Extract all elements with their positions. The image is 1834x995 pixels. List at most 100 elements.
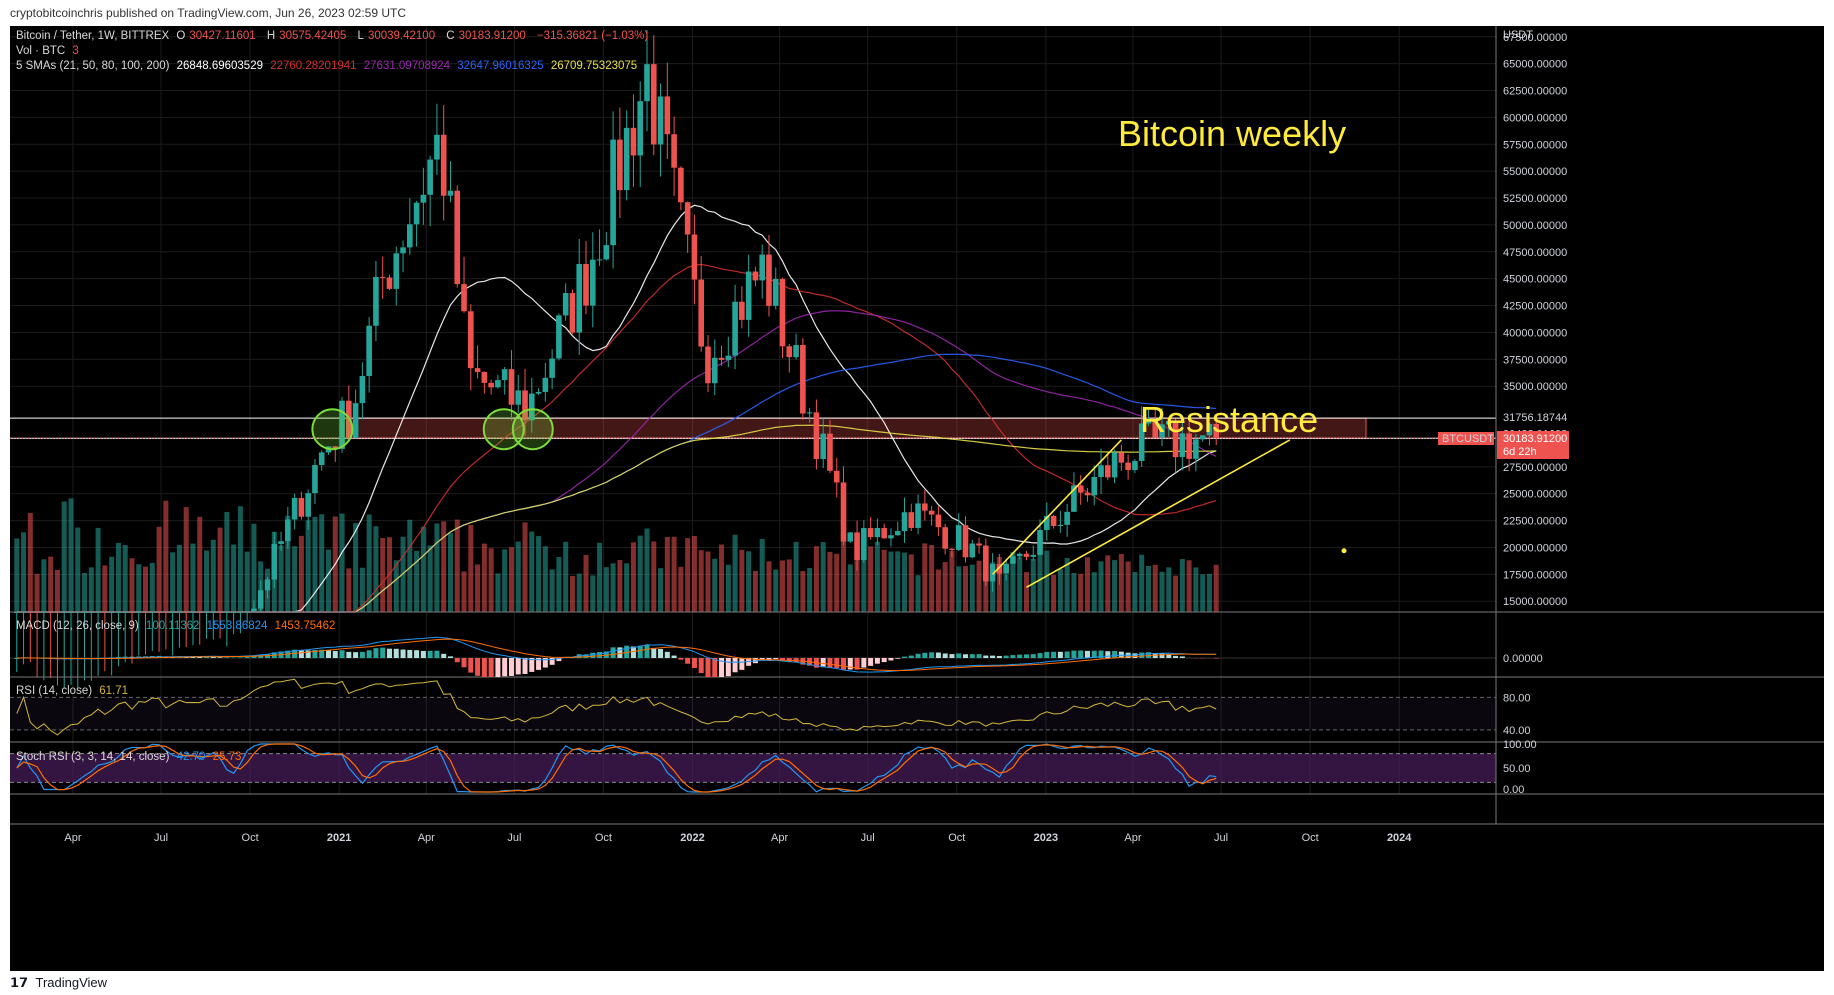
- macd-signal-line: [16, 638, 1217, 672]
- volume-bar: [719, 544, 725, 612]
- volume-bar: [942, 562, 948, 612]
- macd-hist-bar: [420, 650, 426, 658]
- volume-bar: [183, 507, 189, 612]
- volume-bar: [1064, 557, 1070, 612]
- candle-body: [867, 528, 874, 538]
- volume-bar: [170, 552, 176, 612]
- volume-bar: [285, 515, 291, 612]
- chart-area[interactable]: Bitcoin weekly Resistance USDT 67500.00000…: [10, 26, 1824, 971]
- volume-bar: [732, 534, 738, 612]
- candle-body: [759, 254, 765, 281]
- macd-hist-bar: [990, 655, 996, 658]
- publish-header: cryptobitcoinchris published on TradingV…: [10, 6, 407, 20]
- candle-body: [1152, 420, 1159, 438]
- macd-hist-bar: [834, 658, 840, 668]
- volume-bar: [319, 514, 325, 612]
- candle-body: [928, 510, 935, 515]
- volume-bar: [122, 545, 128, 612]
- macd-hist-bar: [1051, 651, 1057, 658]
- candle-body: [650, 64, 657, 145]
- volume-bar: [1118, 553, 1124, 612]
- macd-hist-bar: [942, 653, 948, 658]
- macd-hist-bar: [732, 658, 738, 673]
- volume-bar: [1173, 575, 1179, 612]
- volume-bar: [237, 506, 243, 612]
- macd-hist-bar: [888, 658, 894, 661]
- chart-svg[interactable]: Bitcoin weekly Resistance USDT67500.00000…: [10, 26, 1824, 971]
- macd-hist-bar: [1023, 654, 1029, 658]
- candle-body: [1199, 435, 1206, 440]
- candle-body: [508, 369, 515, 405]
- volume-bar: [75, 527, 81, 612]
- volume-bar: [149, 562, 155, 612]
- candle-body: [637, 101, 644, 156]
- candle-body: [583, 263, 589, 306]
- candle-body: [569, 293, 576, 333]
- volume-bar: [624, 563, 630, 612]
- macd-hist-bar: [332, 650, 338, 658]
- level-top-bg: [1497, 411, 1557, 425]
- volume-bar: [82, 573, 88, 612]
- volume-bar: [1200, 574, 1206, 612]
- volume-bar: [698, 550, 704, 612]
- macd-hist-bar: [454, 658, 460, 663]
- candle-body: [481, 371, 488, 383]
- volume-bar: [976, 560, 982, 612]
- volume-bar: [224, 512, 230, 612]
- macd-hist-bar: [427, 650, 433, 658]
- stoch-d-line: [16, 743, 1217, 793]
- channel-lower-line: [1026, 439, 1291, 588]
- volume-bar: [1030, 558, 1036, 612]
- volume-bar: [495, 573, 501, 612]
- candle-body: [535, 391, 542, 394]
- macd-hist-bar: [969, 654, 975, 658]
- candle-body: [427, 159, 433, 195]
- volume-bar: [752, 570, 758, 612]
- volume-bar: [197, 516, 203, 612]
- price-tick-label: 65000.00000: [1503, 59, 1567, 71]
- sma200-line: [16, 424, 1217, 613]
- volume-bar: [949, 551, 955, 612]
- candle-body: [589, 259, 596, 306]
- volume-bar: [21, 532, 27, 612]
- volume-bar: [176, 545, 182, 612]
- candle-body: [264, 579, 271, 591]
- price-tick-label: 25000.00000: [1503, 489, 1567, 501]
- volume-bar: [88, 567, 94, 612]
- volume-bar: [691, 535, 697, 612]
- macd-hist-bar: [847, 658, 853, 670]
- volume-bar: [1132, 571, 1138, 612]
- candle-body: [1023, 553, 1030, 557]
- candle-body: [440, 134, 447, 196]
- candle-body: [833, 470, 840, 483]
- volume-bar: [380, 537, 386, 612]
- macd-hist-bar: [841, 658, 847, 670]
- candle-body: [420, 194, 427, 203]
- volume-bar: [576, 573, 582, 612]
- rsi-tick-label: 40.00: [1503, 725, 1531, 737]
- macd-hist-bar: [766, 658, 772, 661]
- volume-bar: [644, 528, 650, 612]
- macd-hist-bar: [1071, 650, 1077, 658]
- candle-body: [1003, 563, 1009, 574]
- macd-hist-bar: [664, 651, 670, 658]
- candle-body: [827, 433, 833, 471]
- footer-brand[interactable]: TradingView: [35, 975, 108, 990]
- volume-bar: [156, 526, 162, 612]
- sma80-line: [16, 310, 1217, 613]
- rsi-tick-label: 80.00: [1503, 692, 1531, 704]
- macd-hist-bar: [874, 658, 880, 664]
- candle-body: [576, 263, 583, 333]
- candle-body: [739, 301, 745, 320]
- indicator-panes: [10, 611, 1824, 795]
- macd-hist-bar: [1064, 651, 1070, 658]
- volume-bar: [298, 535, 304, 612]
- candle-body: [312, 465, 318, 494]
- legend-sma-row: 5 SMAs (21, 50, 80, 100, 200) 26848.6960…: [16, 60, 641, 72]
- macd-hist-bar: [1166, 653, 1172, 658]
- volume-bar: [962, 566, 968, 612]
- legend-pair: Bitcoin / Tether, 1W, BITTREX: [16, 30, 170, 42]
- stoch-d-value: 25.73: [212, 751, 242, 763]
- macd-hist-bar: [353, 652, 359, 658]
- macd-hist-bar: [827, 658, 833, 668]
